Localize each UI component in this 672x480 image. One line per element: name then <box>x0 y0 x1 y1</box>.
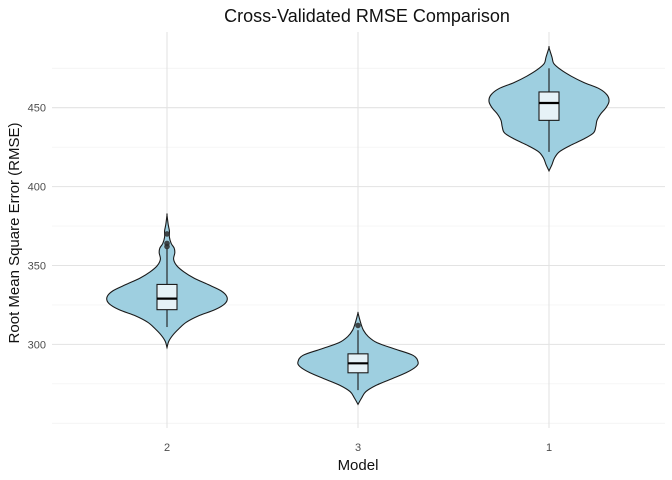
x-tick-label: 1 <box>546 442 552 454</box>
outlier-point <box>164 231 170 237</box>
y-tick-label: 450 <box>28 103 46 115</box>
x-tick-label: 2 <box>164 442 170 454</box>
iqr-box <box>538 91 560 121</box>
tick-labels: 300 350 400 450 2 3 1 <box>28 103 552 454</box>
y-tick-label: 400 <box>28 182 46 194</box>
y-axis-title: Root Mean Square Error (RMSE) <box>6 123 23 344</box>
outlier-point <box>164 240 170 247</box>
y-tick-label: 350 <box>28 260 46 272</box>
violin-model-1 <box>488 46 610 173</box>
grid <box>52 32 665 428</box>
x-tick-label: 3 <box>355 442 361 454</box>
iqr-box <box>156 283 178 311</box>
outlier-point <box>355 322 361 329</box>
x-axis-title: Model <box>338 457 379 474</box>
violins <box>106 46 610 406</box>
violin-model-3 <box>297 311 419 406</box>
y-tick-label: 300 <box>28 339 46 351</box>
chart-title: Cross-Validated RMSE Comparison <box>224 6 510 26</box>
violin-model-2 <box>106 213 228 350</box>
